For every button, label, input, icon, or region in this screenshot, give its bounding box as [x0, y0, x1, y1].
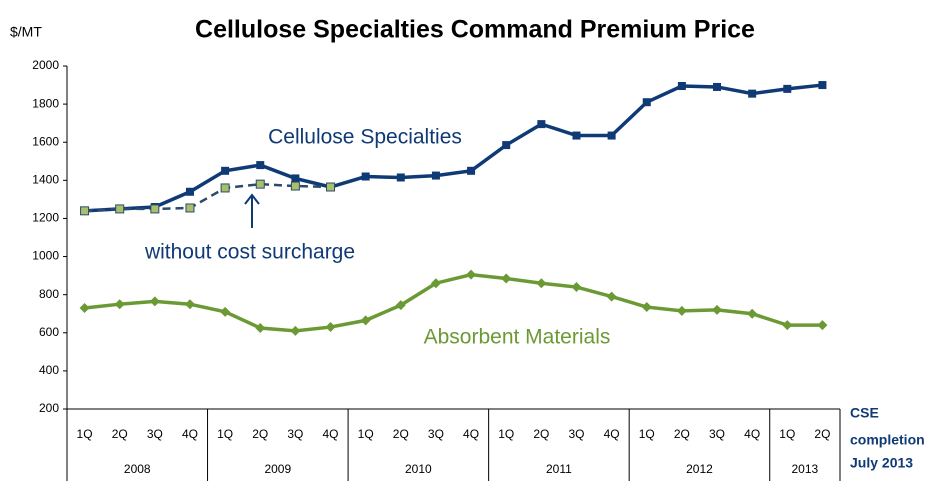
marker: [290, 325, 301, 336]
marker: [607, 131, 616, 140]
marker: [713, 82, 722, 91]
marker: [606, 291, 617, 302]
marker: [571, 282, 582, 293]
x-tick-label: 1Q: [77, 427, 93, 441]
x-tick-label: 4Q: [604, 427, 620, 441]
y-tick-label: 1000: [32, 249, 59, 263]
marker: [818, 81, 827, 90]
year-label: 2012: [686, 462, 713, 476]
x-tick-label: 2Q: [393, 427, 409, 441]
series-line: [84, 182, 331, 213]
marker: [747, 308, 758, 319]
marker: [748, 89, 757, 98]
marker: [536, 278, 547, 289]
x-tick-label: 1Q: [358, 427, 374, 441]
x-tick-label: 4Q: [182, 427, 198, 441]
x-tick-label: 2Q: [814, 427, 830, 441]
marker: [396, 173, 405, 182]
y-tick-label: 2000: [32, 58, 59, 72]
x-tick-label: 2Q: [674, 427, 690, 441]
y-tick-label: 1600: [32, 134, 59, 148]
x-tick-label: 2Q: [533, 427, 549, 441]
y-axis-label: $/MT: [10, 24, 42, 40]
marker: [501, 273, 512, 284]
marker: [80, 206, 90, 216]
chart-title: Cellulose Specialties Command Premium Pr…: [195, 16, 755, 44]
series-line: [84, 83, 823, 213]
x-tick-label: 4Q: [323, 427, 339, 441]
marker: [221, 166, 230, 175]
marker: [361, 172, 370, 181]
annotation: completion: [850, 432, 925, 448]
marker: [677, 82, 686, 91]
marker: [79, 303, 90, 314]
x-tick-label: 3Q: [568, 427, 584, 441]
marker: [326, 182, 336, 192]
marker: [537, 120, 546, 129]
y-tick-label: 1200: [32, 211, 59, 225]
marker: [817, 320, 828, 331]
marker: [256, 161, 265, 170]
annotation: July 2013: [850, 455, 913, 471]
year-label: 2011: [546, 462, 572, 476]
year-label: 2009: [264, 462, 291, 476]
x-tick-label: 3Q: [428, 427, 444, 441]
x-tick-label: 3Q: [147, 427, 163, 441]
marker: [184, 299, 195, 310]
y-tick-label: 1800: [32, 96, 59, 110]
marker: [572, 131, 581, 140]
y-tick-label: 600: [39, 325, 59, 339]
x-tick-label: 4Q: [744, 427, 760, 441]
marker: [290, 181, 300, 191]
x-tick-label: 1Q: [639, 427, 655, 441]
x-tick-label: 3Q: [709, 427, 725, 441]
marker: [782, 320, 793, 331]
x-tick-label: 1Q: [498, 427, 514, 441]
x-tick-label: 2Q: [252, 427, 268, 441]
marker: [149, 296, 160, 307]
series-line: [84, 272, 823, 333]
y-tick-label: 1400: [32, 173, 59, 187]
marker: [150, 204, 160, 214]
marker: [676, 305, 687, 316]
marker: [360, 315, 371, 326]
marker: [220, 183, 230, 193]
marker: [395, 300, 406, 311]
series-label: Absorbent Materials: [424, 326, 611, 349]
arrow: [244, 193, 260, 228]
x-tick-label: 2Q: [112, 427, 128, 441]
annotation: CSE: [850, 405, 879, 421]
marker: [325, 322, 336, 333]
year-label: 2010: [405, 462, 432, 476]
year-label: 2008: [124, 462, 151, 476]
marker: [783, 84, 792, 93]
series-label: without cost surcharge: [144, 241, 355, 264]
marker: [185, 203, 195, 213]
y-tick-label: 200: [39, 401, 59, 415]
y-tick-label: 400: [39, 363, 59, 377]
marker: [185, 187, 194, 196]
marker: [255, 323, 266, 334]
series-label: Cellulose Specialties: [268, 126, 462, 149]
x-tick-label: 1Q: [779, 427, 795, 441]
marker: [502, 141, 511, 150]
marker: [115, 204, 125, 214]
marker: [466, 269, 477, 280]
marker: [641, 302, 652, 313]
year-label: 2013: [792, 462, 819, 476]
marker: [431, 171, 440, 180]
x-tick-label: 3Q: [287, 427, 303, 441]
y-tick-label: 800: [39, 287, 59, 301]
marker: [114, 299, 125, 310]
marker: [255, 179, 265, 189]
marker: [467, 166, 476, 175]
marker: [220, 306, 231, 317]
marker: [642, 98, 651, 107]
marker: [430, 278, 441, 289]
marker: [291, 174, 300, 183]
x-tick-label: 4Q: [463, 427, 479, 441]
x-tick-label: 1Q: [217, 427, 233, 441]
marker: [712, 304, 723, 315]
